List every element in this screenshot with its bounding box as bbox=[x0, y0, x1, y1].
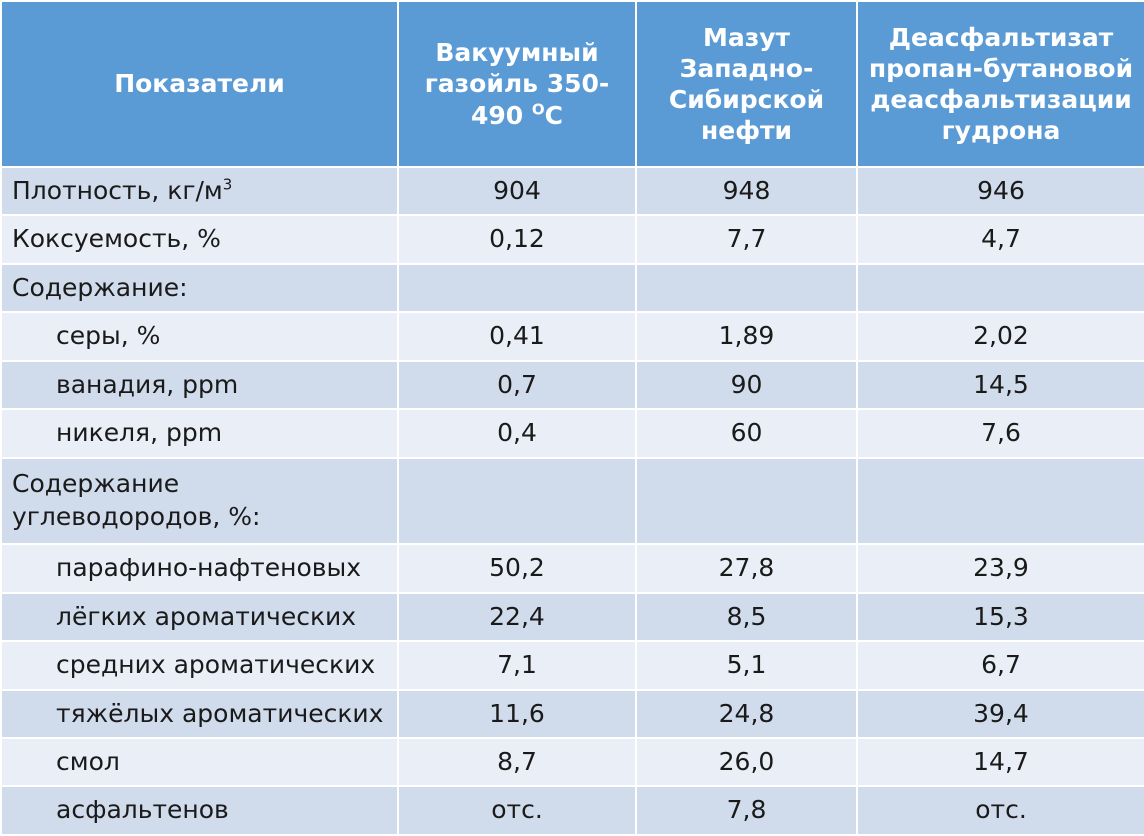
row-label-cell: Содержание углеводородов, %: bbox=[0, 456, 399, 546]
table-row: Содержание углеводородов, %: bbox=[0, 456, 1144, 546]
row-label-cell: тяжёлых ароматических bbox=[0, 688, 399, 739]
row-label: смол bbox=[56, 746, 120, 776]
row-label-cell: серы, % bbox=[0, 311, 399, 362]
row-label-superscript: 3 bbox=[222, 175, 233, 194]
row-label-cell: Плотность, кг/м3 bbox=[0, 165, 399, 217]
row-label: лёгких ароматических bbox=[56, 601, 357, 631]
row-label-cell: асфальтенов bbox=[0, 785, 399, 836]
deasphaltizate-value: 6,7 bbox=[856, 640, 1144, 691]
table-row: серы, % 0,41 1,89 2,02 bbox=[0, 311, 1144, 362]
table-row: средних ароматических 7,1 5,1 6,7 bbox=[0, 640, 1144, 691]
vacuum-gasoil-value: 0,12 bbox=[397, 214, 637, 265]
fuel-oil-value: 90 bbox=[635, 359, 858, 411]
deasphaltizate-value: 14,5 bbox=[856, 359, 1144, 411]
row-label-cell: парафино-нафтеновых bbox=[0, 543, 399, 594]
deasphaltizate-value bbox=[856, 456, 1144, 546]
fuel-oil-value: 60 bbox=[635, 408, 858, 459]
fuel-oil-value: 24,8 bbox=[635, 688, 858, 739]
deasphaltizate-value: 39,4 bbox=[856, 688, 1144, 739]
vacuum-gasoil-value: отс. bbox=[397, 785, 637, 836]
row-label: Коксуемость, % bbox=[12, 224, 221, 254]
deasphaltizate-value: 946 bbox=[856, 165, 1144, 217]
row-label-cell: Содержание: bbox=[0, 262, 399, 314]
vacuum-gasoil-value: 11,6 bbox=[397, 688, 637, 739]
fuel-oil-value: 8,5 bbox=[635, 591, 858, 643]
row-label: асфальтенов bbox=[56, 795, 229, 825]
header-degree-superscript: O bbox=[531, 100, 545, 119]
fuel-oil-value: 7,7 bbox=[635, 214, 858, 265]
row-label-cell: смол bbox=[0, 736, 399, 788]
row-label: никеля, ppm bbox=[56, 418, 223, 448]
row-label: Плотность, кг/м bbox=[12, 175, 223, 205]
fuel-oil-value: 1,89 bbox=[635, 311, 858, 362]
fuel-oil-value bbox=[635, 456, 858, 546]
deasphaltizate-value: 23,9 bbox=[856, 543, 1144, 594]
row-label: Содержание: bbox=[12, 272, 188, 302]
row-label: средних ароматических bbox=[56, 650, 376, 680]
deasphaltizate-value: 15,3 bbox=[856, 591, 1144, 643]
vacuum-gasoil-value: 0,41 bbox=[397, 311, 637, 362]
fuel-oil-value: 26,0 bbox=[635, 736, 858, 788]
deasphaltizate-value bbox=[856, 262, 1144, 314]
table-row: смол 8,7 26,0 14,7 bbox=[0, 736, 1144, 788]
deasphaltizate-value: 14,7 bbox=[856, 736, 1144, 788]
row-label-cell: лёгких ароматических bbox=[0, 591, 399, 643]
fuel-oil-value: 27,8 bbox=[635, 543, 858, 594]
vacuum-gasoil-value: 22,4 bbox=[397, 591, 637, 643]
vacuum-gasoil-value: 904 bbox=[397, 165, 637, 217]
table-row: тяжёлых ароматических 11,6 24,8 39,4 bbox=[0, 688, 1144, 739]
table-row: никеля, ppm 0,4 60 7,6 bbox=[0, 408, 1144, 459]
row-label-cell: Коксуемость, % bbox=[0, 214, 399, 265]
row-label: серы, % bbox=[56, 321, 161, 351]
fuel-oil-value: 948 bbox=[635, 165, 858, 217]
vacuum-gasoil-value: 8,7 bbox=[397, 736, 637, 788]
table-row: парафино-нафтеновых 50,2 27,8 23,9 bbox=[0, 543, 1144, 594]
header-fuel-oil: Мазут Западно-Сибирской нефти bbox=[635, 0, 858, 168]
fuel-oil-value: 5,1 bbox=[635, 640, 858, 691]
header-vacuum-gasoil: Вакуумный газойль 350-490 OC bbox=[397, 0, 637, 168]
header-deasphaltizate: Деасфальтизат пропан-бутановой деасфальт… bbox=[856, 0, 1144, 168]
vacuum-gasoil-value bbox=[397, 456, 637, 546]
deasphaltizate-value: отс. bbox=[856, 785, 1144, 836]
deasphaltizate-value: 7,6 bbox=[856, 408, 1144, 459]
vacuum-gasoil-value: 0,4 bbox=[397, 408, 637, 459]
row-label: парафино-нафтеновых bbox=[56, 553, 362, 583]
row-label: Содержание углеводородов, %: bbox=[12, 469, 261, 531]
header-indicators: Показатели bbox=[0, 0, 399, 168]
table-row: Плотность, кг/м3 904 948 946 bbox=[0, 165, 1144, 217]
deasphaltizate-value: 2,02 bbox=[856, 311, 1144, 362]
vacuum-gasoil-value: 50,2 bbox=[397, 543, 637, 594]
table-row: лёгких ароматических 22,4 8,5 15,3 bbox=[0, 591, 1144, 643]
row-label-cell: ванадия, ppm bbox=[0, 359, 399, 411]
vacuum-gasoil-value: 0,7 bbox=[397, 359, 637, 411]
header-celsius-unit: C bbox=[544, 100, 563, 130]
table-row: ванадия, ppm 0,7 90 14,5 bbox=[0, 359, 1144, 411]
vacuum-gasoil-value bbox=[397, 262, 637, 314]
table-row: асфальтенов отс. 7,8 отс. bbox=[0, 785, 1144, 836]
fuel-oil-value: 7,8 bbox=[635, 785, 858, 836]
table-row: Содержание: bbox=[0, 262, 1144, 314]
table-header-row: Показатели Вакуумный газойль 350-490 OC … bbox=[0, 0, 1144, 168]
row-label-cell: средних ароматических bbox=[0, 640, 399, 691]
header-vacuum-gasoil-text: Вакуумный газойль 350-490 bbox=[424, 38, 610, 130]
row-label-cell: никеля, ppm bbox=[0, 408, 399, 459]
row-label: тяжёлых ароматических bbox=[56, 698, 384, 728]
deasphaltizate-value: 4,7 bbox=[856, 214, 1144, 265]
table-row: Коксуемость, % 0,12 7,7 4,7 bbox=[0, 214, 1144, 265]
fuel-oil-value bbox=[635, 262, 858, 314]
vacuum-gasoil-value: 7,1 bbox=[397, 640, 637, 691]
table-body: Плотность, кг/м3 904 948 946 Коксуемость, % 0… bbox=[0, 165, 1144, 836]
row-label: ванадия, ppm bbox=[56, 369, 239, 399]
